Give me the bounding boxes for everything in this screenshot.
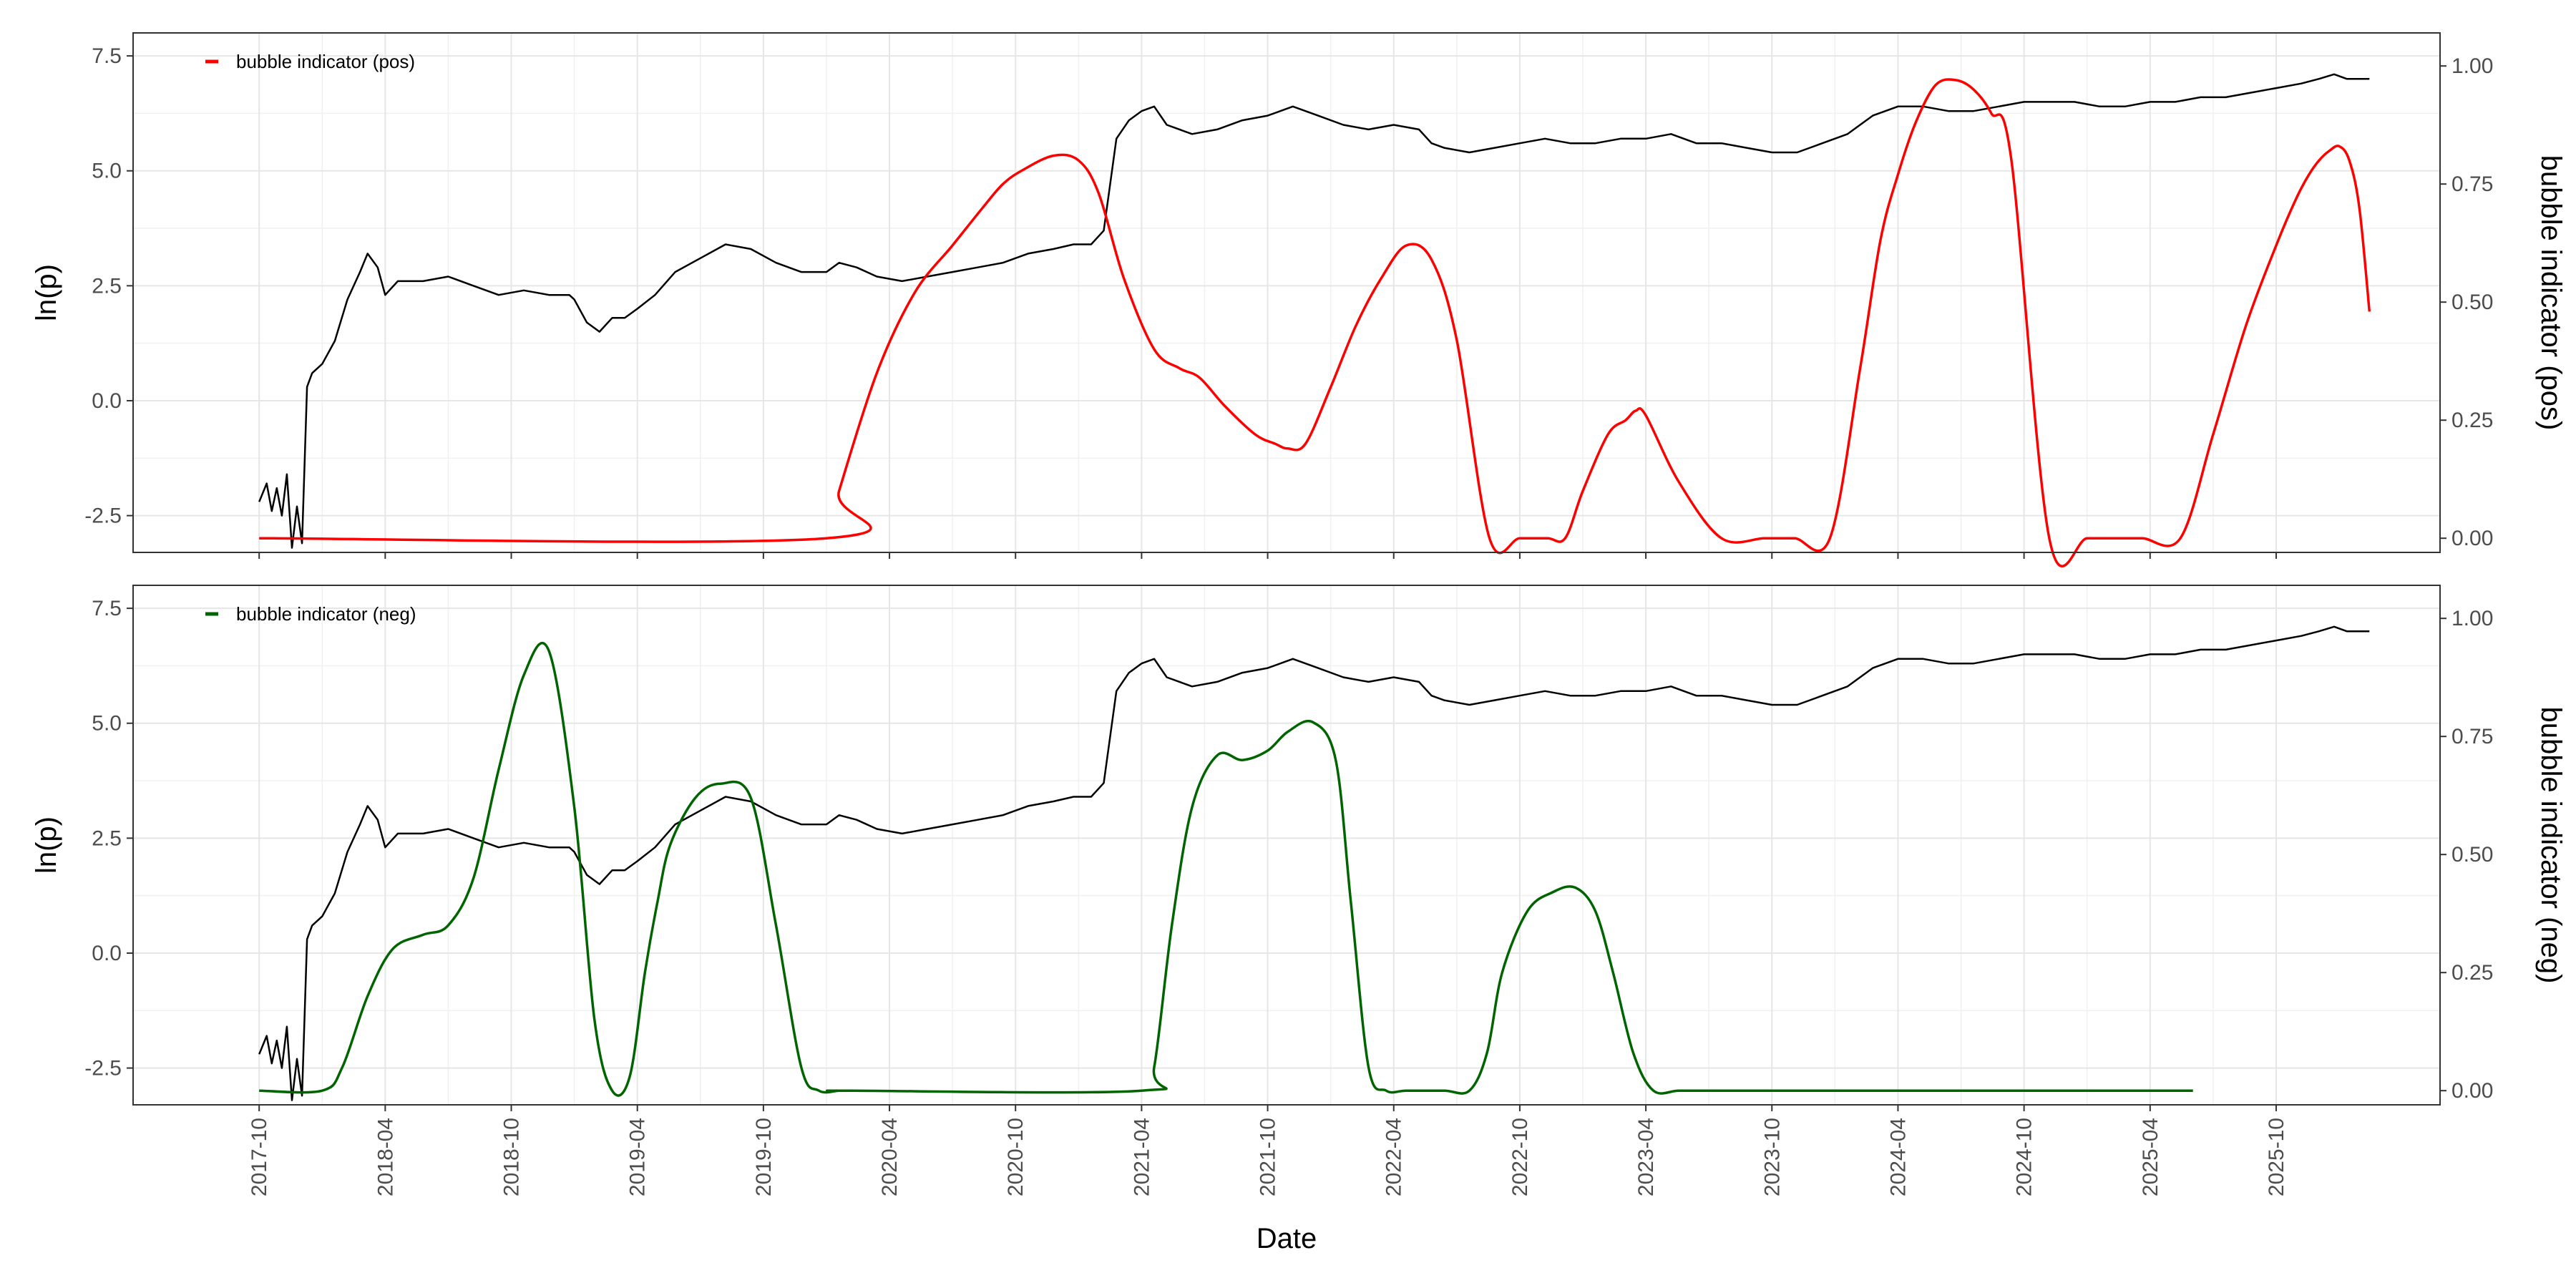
price-line-neg [258,625,2370,1101]
y-tick-label-left-neg: 5.0 [92,712,122,736]
y-tick-label-right-pos: 0.00 [2451,527,2493,550]
x-tick-label: 2023-04 [1634,1118,1658,1196]
y-axis-title-left-pos: ln(p) [31,264,62,321]
x-tick-label: 2025-04 [2139,1118,2162,1196]
panel-neg-series [258,625,2370,1101]
bubble-indicator-line-pos [259,78,2371,567]
x-tick-label: 2025-10 [2265,1118,2288,1196]
x-tick-label: 2020-10 [1004,1118,1028,1196]
y-tick-label-right-pos: 0.25 [2451,409,2493,432]
panel-neg: -2.5 0.0 2.5 5.0 7.5 0.00 0.25 0.50 0.75 1.00 bub… [31,585,2567,1111]
x-tick-label: 2020-04 [878,1118,902,1196]
y-tick-label-right-pos: 0.50 [2451,291,2493,314]
x-tick-label: 2019-10 [752,1118,776,1196]
x-tick-label: 2019-04 [626,1118,650,1196]
y-tick-label-right-neg: 0.50 [2451,843,2493,867]
y-tick-label-left-pos: 0.0 [92,389,122,413]
x-tick-label: 2021-10 [1257,1118,1280,1196]
y-tick-label-right-neg: 0.25 [2451,961,2493,985]
x-tick-label: 2022-04 [1382,1118,1406,1196]
x-tick-label: 2018-10 [500,1118,524,1196]
panel-pos: -2.5 0.0 2.5 5.0 7.5 0.00 0.25 0.50 0.75 1.00 bub… [31,32,2567,567]
y-tick-label-right-pos: 1.00 [2451,54,2493,78]
panel-neg-grid [133,585,2440,1105]
panel-neg-background [133,585,2440,1105]
panel-neg-axes: -2.5 0.0 2.5 5.0 7.5 0.00 0.25 0.50 0.75 1.00 [84,597,2493,1111]
panel-pos-grid [133,33,2440,552]
y-tick-label-right-neg: 1.00 [2451,607,2493,630]
y-tick-label-left-neg: 0.0 [92,942,122,965]
y-tick-label-left-pos: 5.0 [92,160,122,183]
panel-neg-border [132,585,2441,1106]
panel-pos-border [132,32,2441,553]
y-axis-title-left-neg: ln(p) [31,816,62,874]
panel-pos-background [133,33,2440,552]
x-tick-label: 2022-10 [1508,1118,1532,1196]
legend-pos: bubble indicator (pos) [205,51,415,72]
x-axis: 2017-10 2018-04 2018-10 2019-04 2019-10 2020-… [248,1118,2288,1196]
legend-pos-label: bubble indicator (pos) [236,51,415,72]
y-tick-label-right-pos: 0.75 [2451,172,2493,196]
y-tick-label-left-pos: -2.5 [84,504,122,528]
x-tick-label: 2024-10 [2013,1118,2036,1196]
legend-neg: bubble indicator (neg) [205,603,416,625]
y-tick-label-left-pos: 2.5 [92,274,122,298]
x-tick-label: 2017-10 [248,1118,271,1196]
y-tick-label-left-neg: 2.5 [92,826,122,850]
price-line-pos [258,73,2370,549]
y-tick-label-left-neg: 7.5 [92,597,122,620]
y-tick-label-left-neg: -2.5 [84,1057,122,1080]
bubble-indicator-line-neg [259,641,2193,1097]
y-tick-label-left-pos: 7.5 [92,44,122,68]
legend-neg-label: bubble indicator (neg) [236,603,416,625]
panel-pos-series [258,73,2371,567]
x-tick-label: 2023-10 [1760,1118,1784,1196]
y-axis-title-right-pos: bubble indicator (pos) [2535,155,2567,431]
x-tick-label: 2018-04 [374,1118,397,1196]
y-axis-title-right-neg: bubble indicator (neg) [2535,707,2567,984]
x-tick-label: 2021-04 [1130,1118,1153,1196]
y-tick-label-right-neg: 0.75 [2451,725,2493,748]
panel-pos-axes: -2.5 0.0 2.5 5.0 7.5 0.00 0.25 0.50 0.75 1.00 [84,44,2493,559]
y-tick-label-right-neg: 0.00 [2451,1079,2493,1103]
x-tick-label: 2024-04 [1886,1118,1910,1196]
x-axis-title: Date [1257,1223,1317,1254]
